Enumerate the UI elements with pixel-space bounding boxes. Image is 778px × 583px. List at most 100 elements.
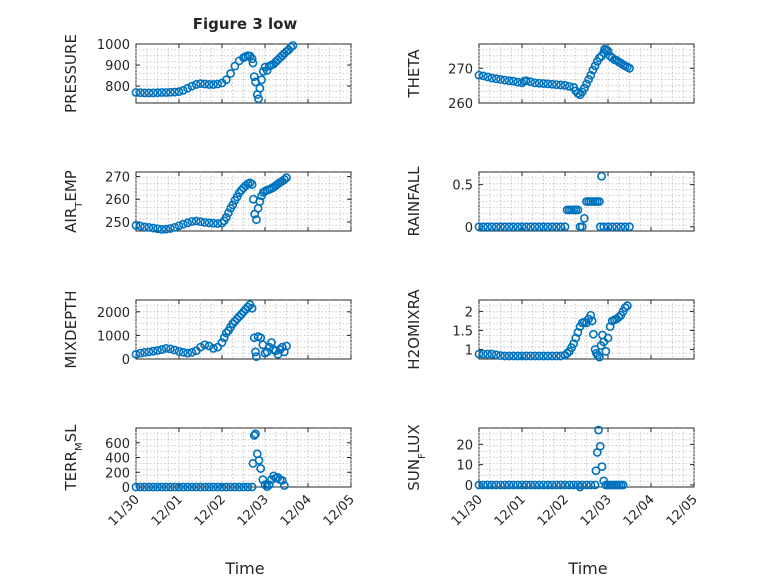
data-point [526,351,535,361]
data-point [230,316,240,326]
data-point [279,481,289,490]
data-point [517,78,527,88]
data-point [534,351,544,361]
y-axis-label: RAINFALL [405,166,423,237]
y-tick-label: 260 [448,97,473,112]
data-point [478,480,488,490]
data-point [491,74,501,84]
data-point [590,480,600,490]
data-point [560,222,570,232]
data-point [517,222,527,232]
data-point [478,349,488,359]
data-point [547,79,557,89]
data-point [204,218,214,228]
data-point [603,222,613,232]
x-tick-label: 12/03 [578,492,615,529]
data-point [140,347,149,357]
subplot-4: 0 0.5 RAINFALL [405,166,695,237]
data-point [530,480,540,490]
data-point [157,88,167,97]
data-point [521,351,531,361]
data-point [530,78,540,88]
y-tick-label: 10 [456,459,473,474]
data-point [217,482,227,492]
data-point [584,75,594,84]
data-point [140,88,149,98]
data-point [597,171,606,181]
data-point [187,482,197,492]
data-point [165,482,175,492]
data-point [144,88,154,98]
data-point [556,80,566,90]
data-point [539,351,548,361]
data-point [509,222,518,232]
x-tick-label: 12/04 [621,492,658,529]
data-series [131,41,298,104]
data-point [595,352,604,362]
data-point [517,351,527,361]
data-point [260,480,270,490]
data-point [200,217,210,227]
data-point [504,222,514,232]
y-tick-label: 2000 [97,306,130,321]
x-tick-label: 12/02 [192,492,229,529]
data-point [249,72,259,82]
data-point [483,349,492,359]
y-tick-label: 0.5 [452,179,473,194]
data-point [170,482,180,492]
data-point [183,218,192,228]
y-axis-label: PRESSURE [62,34,80,113]
data-point [187,347,197,357]
data-point [491,350,501,360]
data-point [517,480,527,490]
data-point [131,220,141,230]
data-point [208,80,218,89]
y-tick-label: 0 [122,353,130,368]
data-point [161,482,171,492]
data-point [282,341,291,351]
data-point [607,53,617,63]
y-tick-label: 800 [105,80,130,95]
data-point [500,480,510,490]
x-tick-label: 12/01 [492,492,529,529]
data-point [513,222,523,232]
x-tick-label: 12/05 [321,492,358,529]
data-point [200,79,210,89]
data-point [174,347,184,356]
data-point [187,81,197,91]
data-point [157,345,167,354]
data-point [595,441,605,451]
x-axis-label-right: Time [567,559,607,578]
data-point [174,482,184,492]
x-tick-label: 12/03 [235,492,272,529]
data-point [586,70,596,80]
data-point [509,351,518,361]
data-point [560,480,570,490]
data-point [607,222,617,232]
data-point [622,301,632,311]
y-axis-label: H2OMIXRA [405,289,423,370]
y-axis-label: TERRMSL [62,424,85,492]
data-point [526,222,535,232]
data-point [478,222,488,232]
y-axis-label: SUNFLUX [405,424,428,490]
data-point [255,83,265,93]
data-point [153,224,162,234]
data-point [208,343,218,353]
data-point [144,482,154,492]
data-point [228,319,238,328]
data-point [213,482,223,492]
y-tick-label: 200 [105,466,130,481]
y-axis-label: MIXDEPTH [62,290,80,368]
data-point [196,342,205,352]
data-point [277,475,287,485]
data-point [500,222,510,232]
data-point [249,430,259,440]
data-point [573,205,583,215]
data-point [521,76,531,86]
data-point [131,482,141,492]
data-point [504,76,514,86]
data-point [500,351,510,361]
data-point [595,53,604,63]
data-point [191,216,201,226]
